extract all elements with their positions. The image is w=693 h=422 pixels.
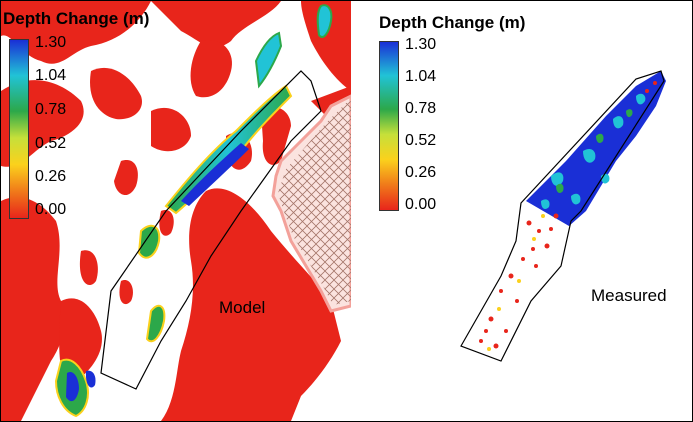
model-panel-label: Model	[219, 298, 266, 317]
model-legend-tick: 0.26	[35, 168, 67, 185]
measured-depth-green	[556, 109, 633, 194]
model-map-graphic	[1, 1, 351, 421]
model-legend-tick: 0.00	[35, 201, 67, 218]
measured-legend-tick: 0.52	[405, 132, 437, 149]
model-depth-high	[54, 4, 333, 418]
measured-legend-colorbar	[379, 41, 399, 211]
measured-legend-tick: 1.30	[405, 36, 437, 53]
measured-legend-title: Depth Change (m)	[379, 13, 526, 32]
measured-legend-tick: 0.78	[405, 100, 437, 117]
model-depth-red	[1, 1, 351, 421]
model-legend-tick: 0.78	[35, 101, 67, 118]
model-domain-outline	[100, 70, 322, 390]
measured-legend-tick: 1.04	[405, 68, 437, 85]
measured-legend-tick: 0.26	[405, 164, 437, 181]
model-grid-region	[271, 94, 351, 313]
model-legend-tick: 1.30	[35, 34, 67, 51]
model-legend-tick: 0.52	[35, 135, 67, 152]
measured-map-graphic	[460, 70, 666, 362]
measured-depth-mid	[541, 93, 646, 209]
model-legend-tick: 1.04	[35, 67, 67, 84]
model-legend-colorbar	[9, 39, 29, 219]
measured-map: Depth Change (m) 1.30 1.04 0.78 0.52 0.2…	[351, 1, 692, 421]
model-map: Depth Change (m) 1.30 1.04 0.78 0.52 0.2…	[1, 1, 351, 421]
measured-depth-low	[479, 81, 657, 349]
measured-panel-label: Measured	[591, 286, 667, 305]
measured-depth-yellow	[487, 214, 545, 351]
measured-legend-tick: 0.00	[405, 196, 437, 213]
model-legend-title: Depth Change (m)	[3, 9, 150, 28]
measured-domain-outline	[460, 70, 665, 362]
